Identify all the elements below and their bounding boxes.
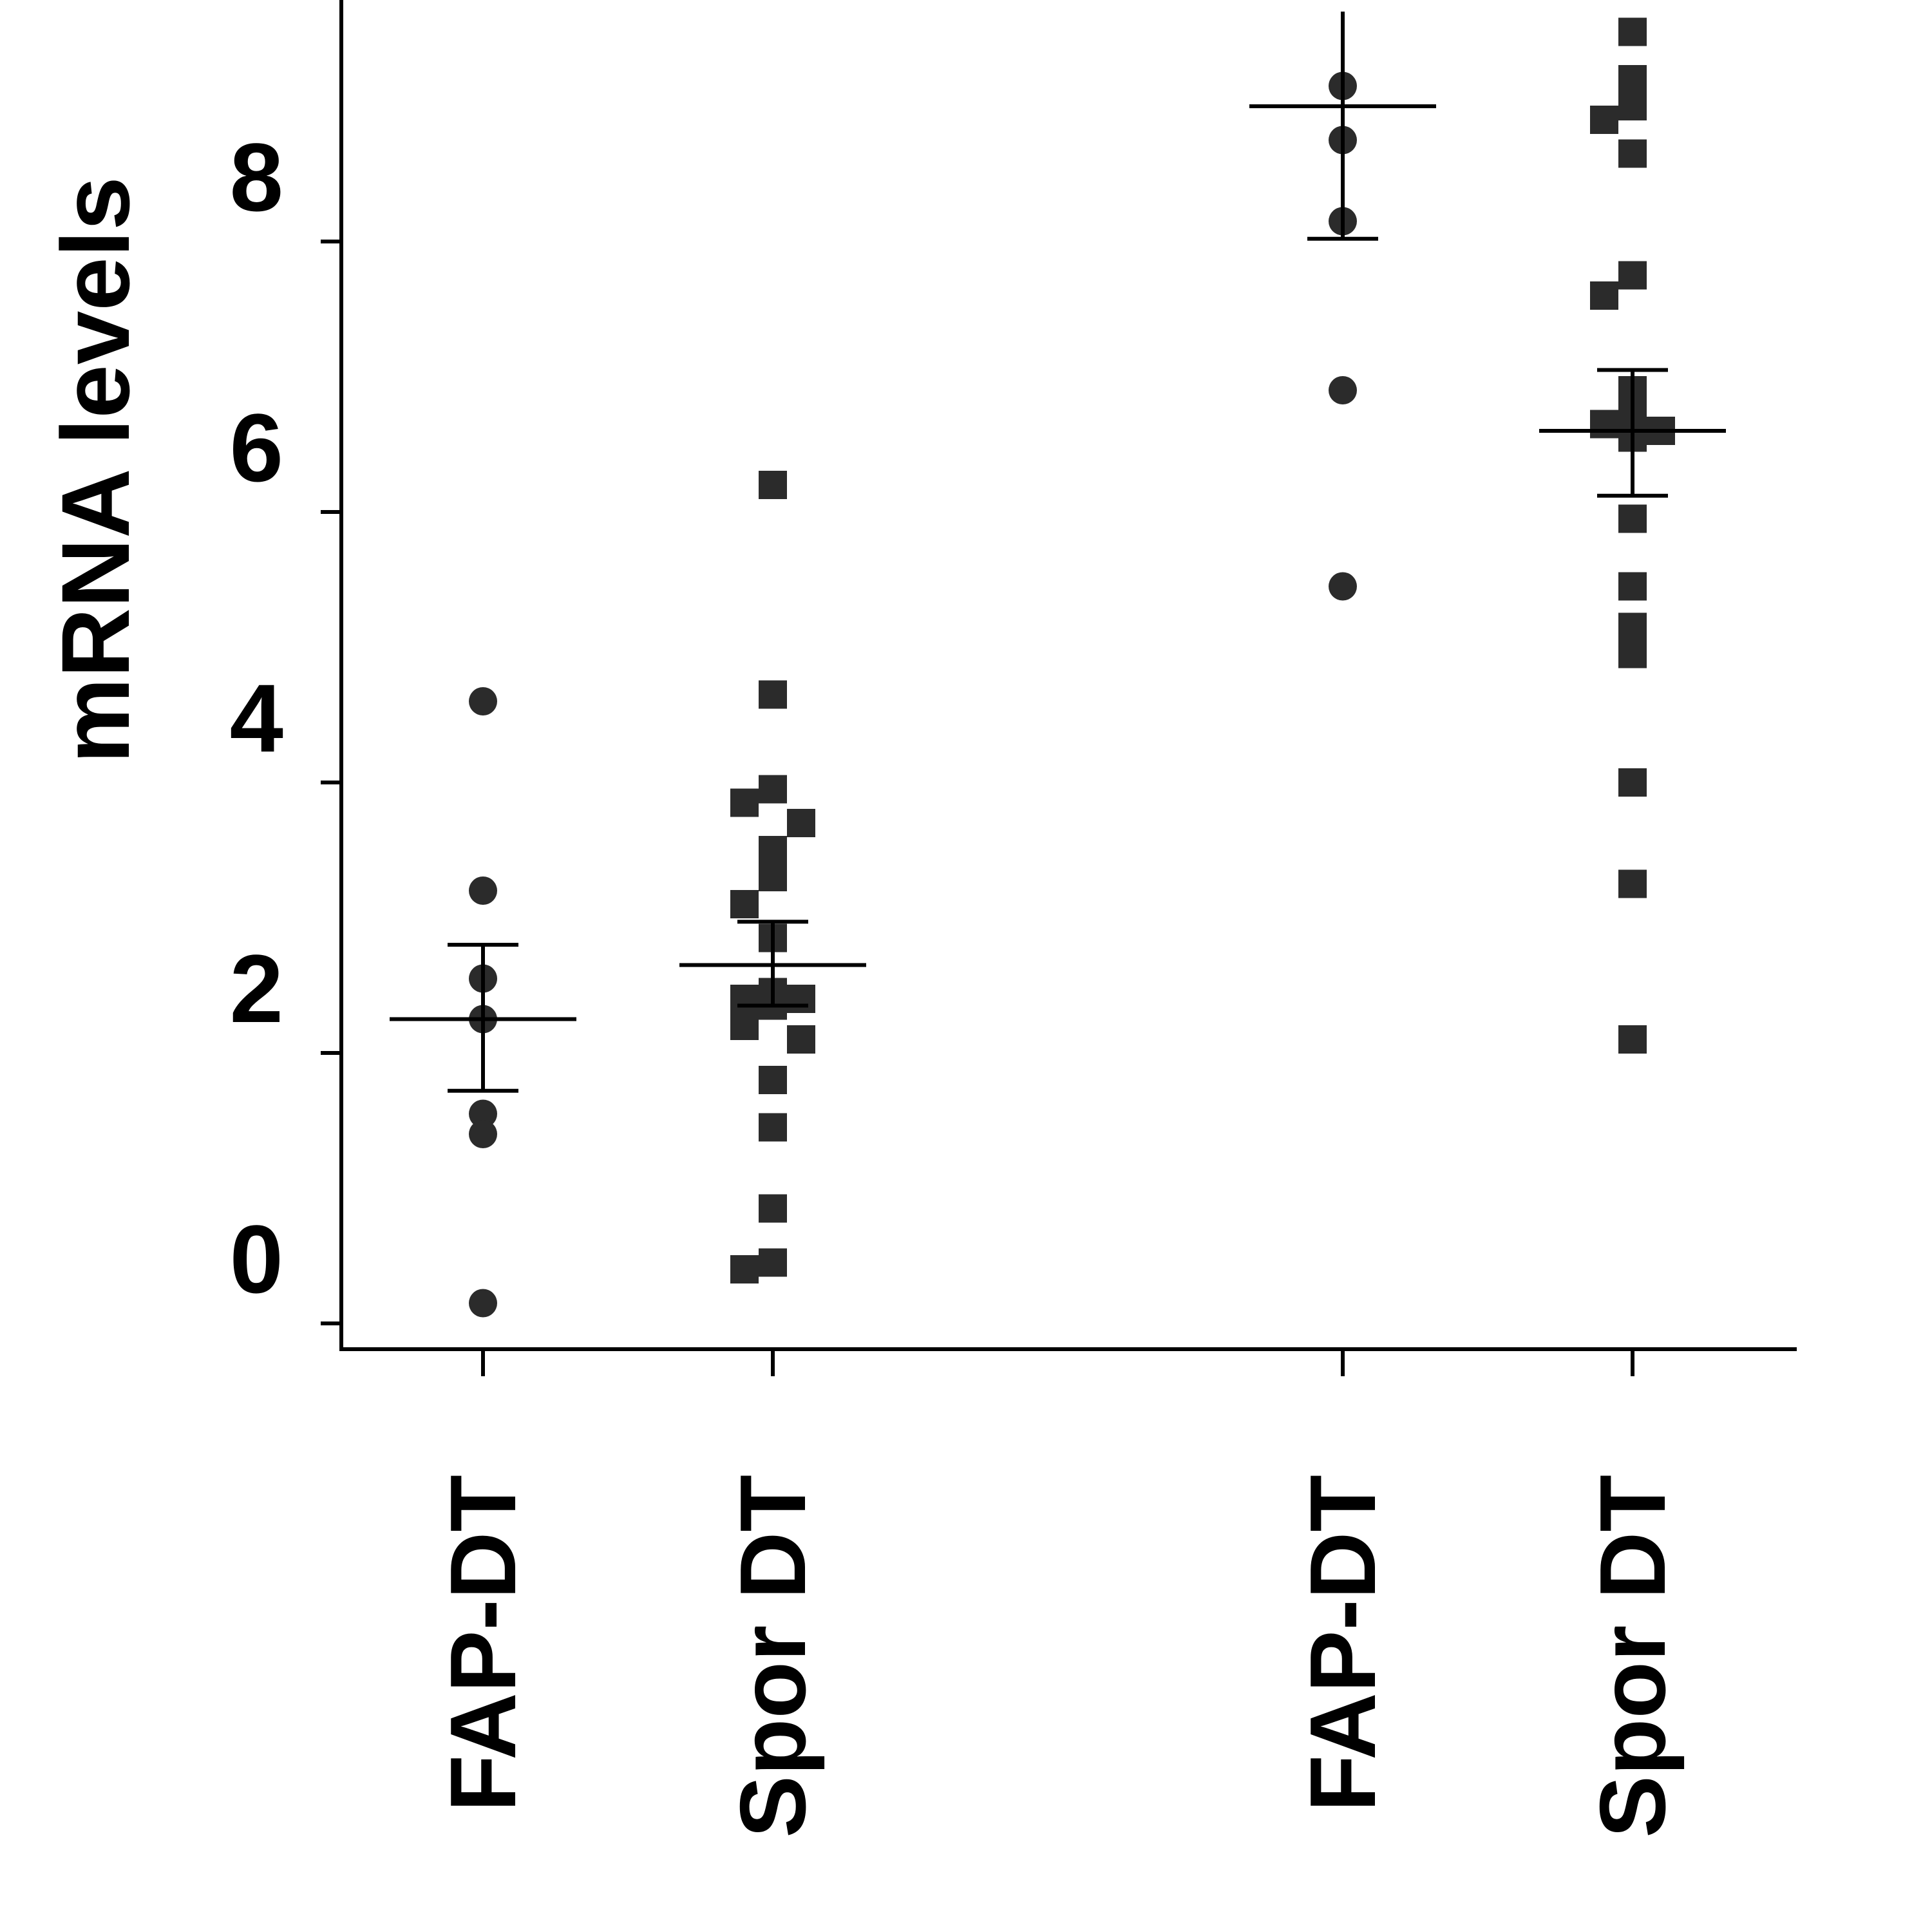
data-point-square <box>759 1113 787 1142</box>
x-tick-label: Spor DT <box>721 1475 825 1838</box>
data-point-square <box>1618 572 1647 601</box>
data-point-square <box>1618 1025 1647 1054</box>
data-point-square <box>730 985 759 1013</box>
data-point-square <box>730 890 759 918</box>
y-axis-ticks: 0 2 4 6 8 <box>230 123 341 1325</box>
data-point-square <box>1618 504 1647 533</box>
data-point-square <box>1590 281 1618 310</box>
data-point-square <box>759 1194 787 1223</box>
data-point-square <box>1618 639 1647 668</box>
data-point-square <box>1618 92 1647 120</box>
data-point-square <box>759 1248 787 1277</box>
data-point-square <box>1618 612 1647 641</box>
data-point-circle <box>469 1289 497 1318</box>
data-point-square <box>730 788 759 817</box>
data-point-square <box>1618 17 1647 46</box>
data-point-square <box>759 863 787 891</box>
x-tick-label: FAP-DT <box>1291 1475 1395 1812</box>
data-point-square <box>759 471 787 499</box>
data-point-circle <box>469 1120 497 1148</box>
data-point-circle <box>469 876 497 905</box>
x-tick-label: Spor DT <box>1580 1475 1685 1838</box>
data-point-circle <box>1329 376 1357 404</box>
y-tick-label: 0 <box>230 1205 283 1313</box>
x-axis-ticks: FAP-DT Spor DT FAP-DT Spor DT <box>431 1349 1685 1838</box>
data-point-square <box>1618 261 1647 290</box>
data-point-square <box>759 836 787 864</box>
data-points <box>469 17 1675 1318</box>
data-point-square <box>730 1012 759 1040</box>
axes <box>339 0 1797 1351</box>
data-point-square <box>1618 65 1647 93</box>
data-point-square <box>1590 410 1618 439</box>
data-point-square <box>759 775 787 804</box>
data-point-circle <box>469 1099 497 1128</box>
y-tick-label: 8 <box>230 123 283 231</box>
y-axis-title: mRNA levels <box>41 176 149 764</box>
y-tick-label: 2 <box>230 934 283 1043</box>
data-point-square <box>1618 139 1647 168</box>
data-point-square <box>787 809 815 837</box>
data-point-circle <box>1329 572 1357 601</box>
data-point-square <box>787 985 815 1013</box>
data-point-square <box>787 1025 815 1054</box>
data-point-circle <box>469 687 497 715</box>
data-point-square <box>759 680 787 709</box>
y-tick-label: 4 <box>230 664 283 772</box>
y-tick-label: 6 <box>230 393 283 502</box>
data-point-square <box>730 1255 759 1283</box>
data-point-square <box>1590 106 1618 134</box>
data-point-square <box>759 1066 787 1094</box>
data-point-square <box>1618 768 1647 797</box>
mean-error-bars <box>390 12 1726 1093</box>
x-tick-label: FAP-DT <box>431 1475 535 1812</box>
data-point-square <box>1618 869 1647 898</box>
